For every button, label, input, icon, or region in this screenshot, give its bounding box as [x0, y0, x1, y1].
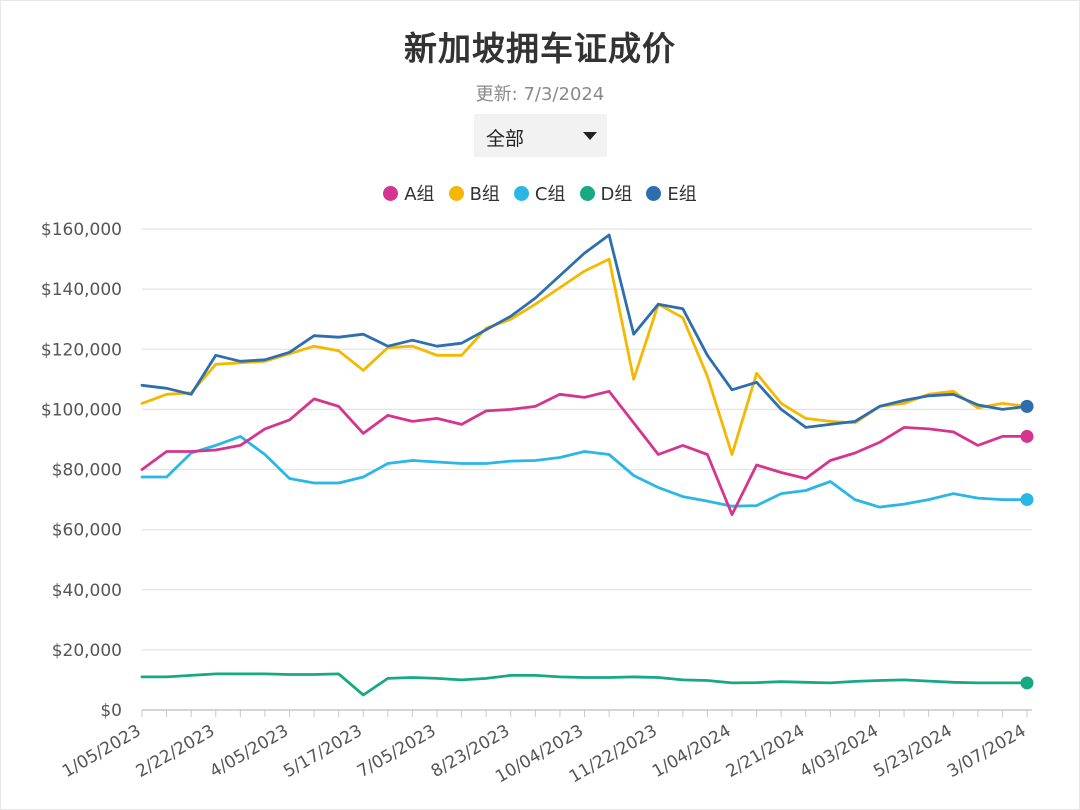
y-tick-label: $100,000	[41, 400, 122, 420]
x-tick-label: 3/07/2024	[944, 721, 1029, 782]
legend-marker-icon	[579, 185, 595, 201]
series-end-point	[1020, 493, 1034, 507]
legend-item-e[interactable]: E组	[646, 180, 697, 206]
y-tick-label: $80,000	[52, 461, 122, 481]
x-tick-label: 4/03/2024	[797, 721, 882, 782]
series-end-point	[1020, 676, 1034, 690]
series-line-e	[140, 233, 1029, 429]
legend-marker-icon	[646, 185, 662, 201]
legend-label: D组	[600, 184, 633, 205]
y-tick-label: $20,000	[52, 641, 122, 661]
legend-label: A组	[404, 184, 435, 205]
x-tick-label: 7/05/2023	[354, 721, 439, 782]
legend-item-d[interactable]: D组	[579, 180, 633, 206]
legend-label: C组	[534, 184, 566, 205]
series-line-c	[140, 434, 1029, 509]
category-dropdown[interactable]: 全部	[474, 114, 607, 157]
y-tick-label: $140,000	[41, 280, 122, 300]
series-end-point	[1020, 429, 1034, 443]
y-tick-label: $160,000	[41, 220, 122, 240]
x-tick-label: 2/21/2024	[723, 721, 808, 782]
chart-title: 新加坡拥车证成价	[404, 29, 676, 68]
series-line-d	[140, 672, 1029, 697]
legend-item-c[interactable]: C组	[513, 180, 566, 206]
x-tick-label: 4/05/2023	[207, 721, 292, 782]
legend-item-a[interactable]: A组	[383, 180, 435, 206]
x-tick-label: 2/22/2023	[133, 721, 218, 782]
x-tick-label: 1/04/2024	[649, 721, 734, 782]
y-tick-label: $0	[100, 701, 122, 721]
category-dropdown-value: 全部	[486, 128, 525, 150]
legend-label: B组	[469, 184, 500, 205]
x-tick-label: 5/23/2024	[870, 721, 955, 782]
x-tick-label: 5/17/2023	[280, 721, 365, 782]
series-end-point	[1020, 399, 1034, 413]
legend-item-b[interactable]: B组	[448, 180, 500, 206]
series-line-a	[140, 389, 1029, 516]
y-tick-label: $40,000	[52, 581, 122, 601]
x-tick-label: 1/05/2023	[59, 721, 144, 782]
y-tick-label: $60,000	[52, 521, 122, 541]
legend: A组 B组 C组 D组 E组	[0, 180, 1080, 206]
caret-down-icon	[583, 132, 597, 140]
legend-label: E组	[667, 184, 697, 205]
legend-marker-icon	[383, 185, 399, 201]
update-date: 更新: 7/3/2024	[475, 84, 605, 105]
legend-marker-icon	[513, 185, 529, 201]
y-tick-label: $120,000	[41, 340, 122, 360]
legend-marker-icon	[448, 185, 464, 201]
